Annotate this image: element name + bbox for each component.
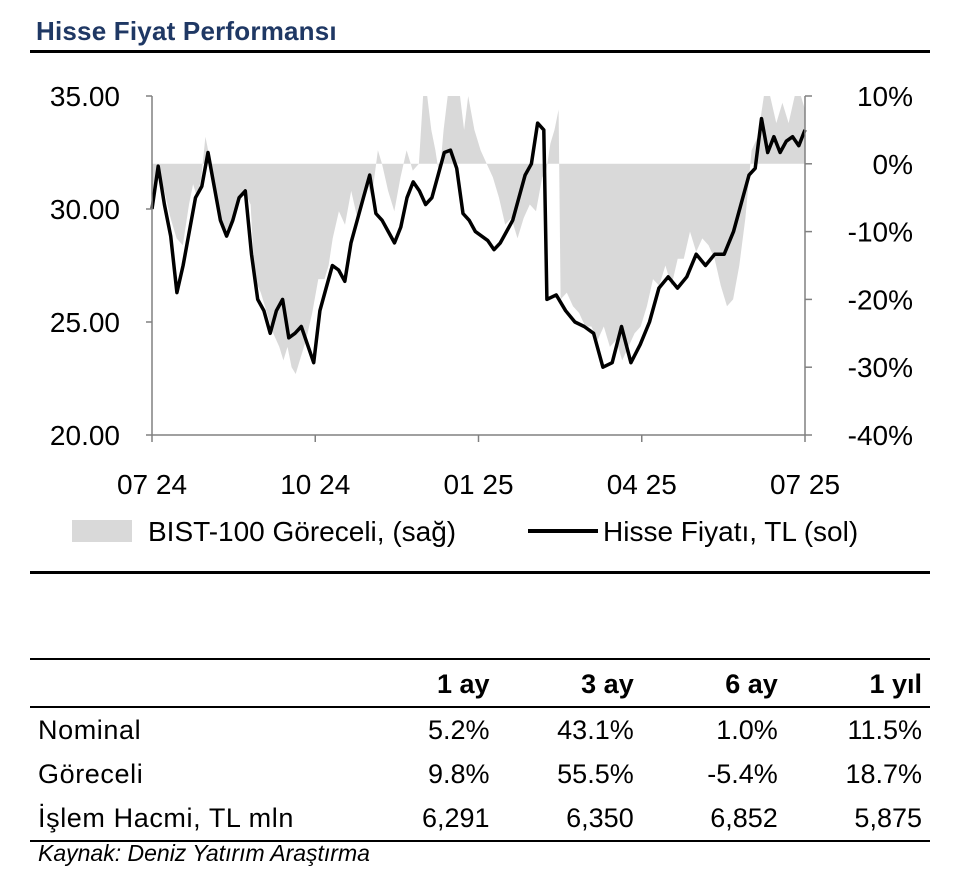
table-cell: 1.0% (716, 715, 778, 745)
table-cell: 6,350 (566, 803, 634, 833)
table-top-rule (30, 658, 930, 660)
right-tick-label: -20% (848, 284, 913, 315)
x-tick-label: 07 24 (117, 469, 187, 500)
page-title: Hisse Fiyat Performansı (36, 16, 337, 46)
table-header-cell: 3 ay (581, 669, 634, 699)
series-line-share-price (150, 116, 807, 369)
series-area-bist100-relative (152, 96, 805, 374)
table-header-row: 1 ay 3 ay 6 ay 1 yıl (30, 662, 930, 707)
table-row: Nominal 5.2% 43.1% 1.0% 11.5% (30, 707, 930, 752)
right-tick-label: 10% (857, 81, 913, 112)
table-cell: 6,291 (421, 803, 490, 833)
table-cell: 43.1% (557, 715, 634, 745)
legend-label-area: BIST-100 Göreceli, (sağ) (148, 516, 456, 547)
performance-table: 1 ay 3 ay 6 ay 1 yıl Nominal 5.2% 43.1% … (30, 662, 930, 842)
table-cell: 55.5% (557, 759, 634, 789)
right-tick-label: 0% (873, 149, 913, 180)
x-tick-label: 01 25 (443, 469, 513, 500)
table-cell: 11.5% (847, 715, 922, 745)
left-tick-label: 30.00 (50, 194, 120, 225)
right-tick-label: -40% (848, 420, 913, 451)
table-header-cell: 6 ay (725, 669, 778, 699)
table-cell: 18.7% (845, 759, 922, 789)
chart-bottom-rule (30, 571, 930, 574)
table-cell: -5.4% (707, 759, 778, 789)
right-tick-label: -10% (848, 217, 913, 248)
source-note: Kaynak: Deniz Yatırım Araştırma (38, 840, 370, 866)
left-tick-label: 25.00 (50, 307, 120, 338)
table-cell: 5,875 (854, 803, 922, 833)
table-cell: 6,852 (710, 803, 778, 833)
row-label: Göreceli (38, 759, 144, 789)
left-tick-label: 20.00 (50, 420, 120, 451)
table-header-cell: 1 yıl (869, 669, 922, 699)
left-tick-label: 35.00 (50, 81, 120, 112)
right-tick-label: -30% (848, 352, 913, 383)
table-cell: 9.8% (428, 759, 490, 789)
title-rule (30, 50, 930, 53)
performance-chart: 35.00 30.00 25.00 20.00 10% 0% -10% -20% -30% -40… (50, 81, 913, 547)
legend-swatch-area (72, 520, 132, 542)
table-cell: 5.2% (428, 715, 490, 745)
table-row: İşlem Hacmi, TL mln 6,291 6,350 6,852 5,… (30, 796, 930, 841)
x-tick-label: 07 25 (770, 469, 840, 500)
table-header-cell: 1 ay (437, 669, 490, 699)
x-tick-label: 10 24 (280, 469, 350, 500)
table-header-cell (30, 662, 365, 707)
row-label: Nominal (38, 715, 142, 745)
table-row: Göreceli 9.8% 55.5% -5.4% 18.7% (30, 752, 930, 796)
row-label: İşlem Hacmi, TL mln (38, 803, 294, 833)
x-tick-label: 04 25 (607, 469, 677, 500)
legend-label-line: Hisse Fiyatı, TL (sol) (603, 516, 858, 547)
